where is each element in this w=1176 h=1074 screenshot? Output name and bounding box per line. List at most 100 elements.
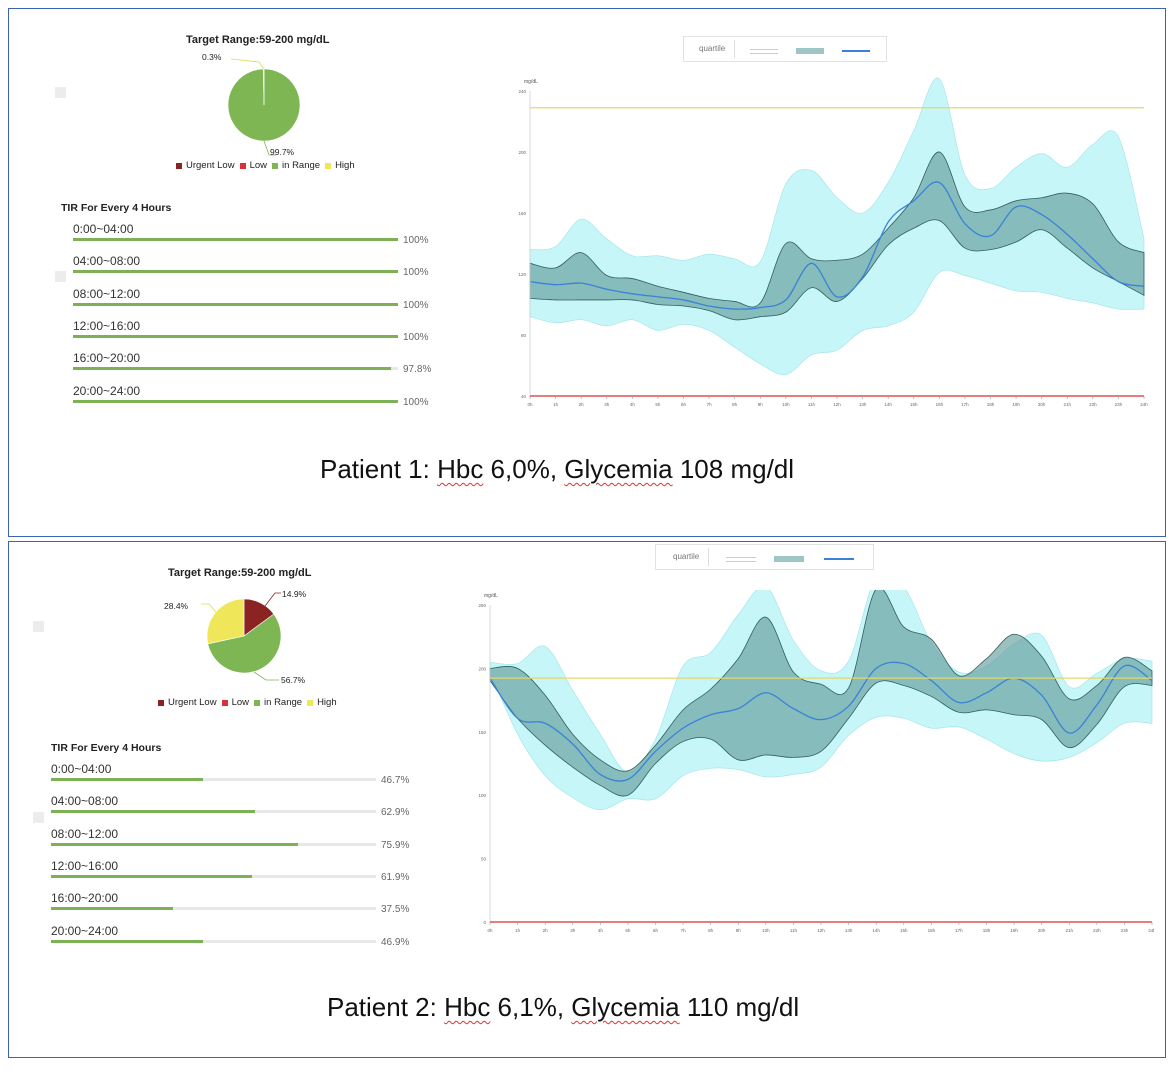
quartile-legend[interactable]: quartile — [683, 36, 887, 62]
divider — [734, 40, 735, 58]
x-tick-label: 5h — [655, 402, 661, 407]
x-tick-label: 21h — [1063, 402, 1071, 407]
agp-chart: mg/dL 40 80 120 160 200 240 0h 1h 2h 3h 4h 5h 6h 7h 8h 9… — [518, 77, 1148, 407]
legend-swatch-in-range — [254, 699, 261, 706]
tir-row-value: 37.5% — [381, 904, 410, 916]
tir-row: 20:00~24:00 46.9% — [51, 924, 411, 954]
tir-row-label: 08:00~12:00 — [73, 286, 141, 301]
tir-bar-track — [73, 399, 398, 403]
y-tick-label: 150 — [478, 730, 486, 735]
median-line — [489, 661, 1153, 782]
tir-bar-fill — [51, 907, 173, 911]
tir-bar-fill — [51, 939, 204, 943]
pie-label-in-range: 56.7% — [281, 675, 306, 685]
x-tick-label: 23h — [1115, 402, 1123, 407]
x-tick-label: 23h — [1121, 928, 1129, 933]
caption-hbc: Hbc — [437, 454, 484, 484]
caption-glycemia-value: 110 mg/dl — [679, 992, 800, 1022]
pie-label-urgent-low: 14.9% — [282, 589, 307, 599]
tir-title: TIR For Every 4 Hours — [51, 742, 162, 754]
placeholder-square — [33, 621, 44, 632]
tir-bar-fill — [73, 238, 398, 241]
pie-legend: Urgent Low Low in Range High — [155, 697, 337, 708]
band-25-75 — [489, 590, 1153, 797]
tir-row: 04:00~08:00 62.9% — [51, 794, 411, 824]
y-tick-label: 0 — [483, 920, 486, 925]
x-tick-label: 15h — [910, 402, 918, 407]
caption-hbc-value: 6,0%, — [483, 454, 565, 484]
x-tick-label: 8h — [708, 928, 714, 933]
x-tick-label: 2h — [543, 928, 549, 933]
x-tick-label: 18h — [983, 928, 991, 933]
patient-1-panel: Target Range:59-200 mg/dL 0.3% 99.7% Urg… — [8, 8, 1166, 537]
tir-row-label: 0:00~04:00 — [51, 762, 112, 776]
caption-glycemia-value: 108 mg/dl — [672, 454, 795, 484]
patient-2-panel: Target Range:59-200 mg/dL 14.9% 28.4% 56… — [8, 541, 1166, 1058]
tir-row-value: 46.9% — [381, 936, 410, 948]
legend-25-75-swatch — [774, 556, 804, 562]
tir-bar-track — [51, 939, 376, 943]
tir-row-value: 100% — [403, 299, 429, 311]
tir-bar-track — [73, 302, 398, 306]
placeholder-square — [33, 812, 44, 823]
tir-row-label: 08:00~12:00 — [51, 826, 119, 841]
x-tick-label: 22h — [1089, 402, 1097, 407]
x-tick-label: 13h — [845, 928, 853, 933]
x-tick-label: 11h — [808, 402, 816, 407]
x-tick-label: 9h — [736, 928, 742, 933]
quartile-label: quartile — [699, 44, 726, 53]
x-tick-label: 20h — [1038, 402, 1046, 407]
tir-bar-fill — [51, 810, 256, 814]
tir-row-label: 12:00~16:00 — [73, 318, 141, 333]
legend-high: High — [335, 160, 355, 171]
tir-bar-track — [73, 238, 398, 241]
y-tick-label: 40 — [521, 394, 527, 399]
y-tick-label: 100 — [478, 793, 486, 798]
pie-slice-in-range — [207, 613, 282, 674]
x-tick-label: 6h — [653, 928, 659, 933]
pie-label-high: 28.4% — [164, 601, 189, 611]
x-tick-label: 22h — [1093, 928, 1101, 933]
x-tick-label: 18h — [987, 402, 995, 407]
x-tick-label: 16h — [936, 402, 944, 407]
pie-leader-line — [263, 140, 276, 156]
caption-hbc: Hbc — [444, 992, 491, 1022]
tir-bar-track — [51, 874, 376, 878]
y-tick-label: 120 — [518, 272, 526, 277]
legend-10-90-line — [750, 53, 778, 54]
y-axis-unit: mg/dL — [524, 79, 538, 85]
x-tick-label: 9h — [758, 402, 764, 407]
x-tick-label: 6h — [681, 402, 687, 407]
legend-25-75-swatch — [796, 48, 824, 54]
placeholder-square — [55, 271, 66, 282]
x-tick-label: 14h — [884, 402, 892, 407]
tir-row-label: 04:00~08:00 — [51, 794, 119, 809]
caption-prefix: Patient 1: — [320, 454, 438, 484]
tir-bar-fill — [73, 367, 391, 371]
patient-caption: Patient 1: Hbc 6,0%, Glycemia 108 mg/dl — [320, 454, 794, 485]
y-tick-label: 200 — [518, 150, 526, 155]
tir-bar-track — [73, 270, 398, 274]
tir-row-value: 61.9% — [381, 871, 410, 883]
pie-title: Target Range:59-200 mg/dL — [168, 567, 312, 579]
tir-row: 0:00~04:00 100% — [73, 222, 433, 252]
y-tick-label: 50 — [481, 857, 487, 862]
x-tick-label: 1h — [553, 402, 559, 407]
tir-row: 20:00~24:00 100% — [73, 384, 433, 414]
x-tick-label: 12h — [833, 402, 841, 407]
quartile-label: quartile — [673, 552, 700, 561]
tir-bar-track — [51, 907, 376, 911]
tir-row-value: 46.7% — [381, 775, 410, 786]
x-tick-label: 10h — [782, 402, 790, 407]
tir-row-value: 100% — [403, 396, 429, 408]
pie-leader-line — [253, 671, 279, 681]
legend-in-range: in Range — [264, 697, 303, 708]
x-tick-label: 0h — [527, 402, 533, 407]
x-tick-label: 0h — [487, 928, 493, 933]
quartile-legend[interactable]: quartile — [655, 544, 874, 570]
x-tick-label: 10h — [762, 928, 770, 933]
caption-prefix: Patient 2: — [327, 992, 445, 1022]
x-tick-label: 16h — [928, 928, 936, 933]
pie-label-high: 0.3% — [202, 52, 222, 62]
x-tick-label: 19h — [1010, 928, 1018, 933]
